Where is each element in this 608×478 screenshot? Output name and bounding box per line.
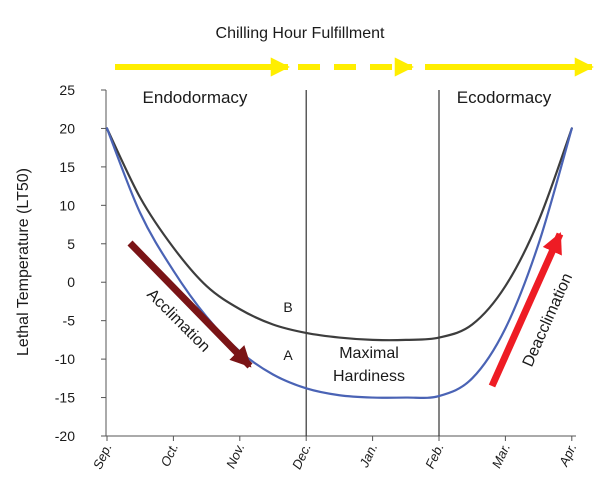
y-axis-label: Lethal Temperature (LT50): [15, 168, 32, 356]
curve-b: [105, 127, 573, 342]
y-tick-label: 20: [59, 120, 75, 136]
acclimation-arrow: [127, 240, 253, 369]
y-tick-label: 0: [67, 274, 75, 290]
curve-a: [105, 127, 573, 399]
x-tick-label: Feb.: [422, 441, 447, 471]
x-tick-label: Apr.: [556, 441, 580, 469]
x-tick-label: Mar.: [489, 441, 513, 470]
x-tick-label: Nov.: [223, 441, 247, 471]
x-tick-label: Dec.: [289, 441, 314, 472]
y-tick-label: 25: [59, 82, 75, 98]
deacclimation-arrow: [488, 232, 564, 388]
x-tick-label: Sep.: [90, 441, 115, 472]
maximal-label: Maximal: [339, 345, 399, 362]
hardiness-label: Hardiness: [333, 368, 405, 385]
curves: [105, 127, 573, 399]
y-ticks: 25 20 15 10 5 0 -5 -10 -15 -20: [55, 82, 106, 444]
deacclimation-label: Deacclimation: [520, 271, 576, 370]
endodormacy-label: Endodormacy: [143, 88, 248, 107]
y-tick-label: 10: [59, 197, 75, 213]
y-tick-label: -15: [55, 390, 75, 406]
x-tick-label: Oct.: [157, 441, 181, 469]
phase-boundaries: [305, 90, 440, 436]
y-tick-label: -5: [63, 313, 76, 329]
curve-b-label: B: [283, 299, 292, 315]
chart-title: Chilling Hour Fulfillment: [216, 25, 386, 42]
y-tick-label: 5: [67, 236, 75, 252]
y-tick-label: -10: [55, 351, 75, 367]
y-tick-label: -20: [55, 428, 75, 444]
x-tick-label: Jan.: [356, 441, 380, 471]
ecodormacy-label: Ecodormacy: [457, 88, 552, 107]
x-ticks: Sep. Oct. Nov. Dec. Jan. Feb. Mar. Apr.: [90, 436, 580, 472]
curve-a-label: A: [283, 347, 293, 363]
y-tick-label: 15: [59, 159, 75, 175]
